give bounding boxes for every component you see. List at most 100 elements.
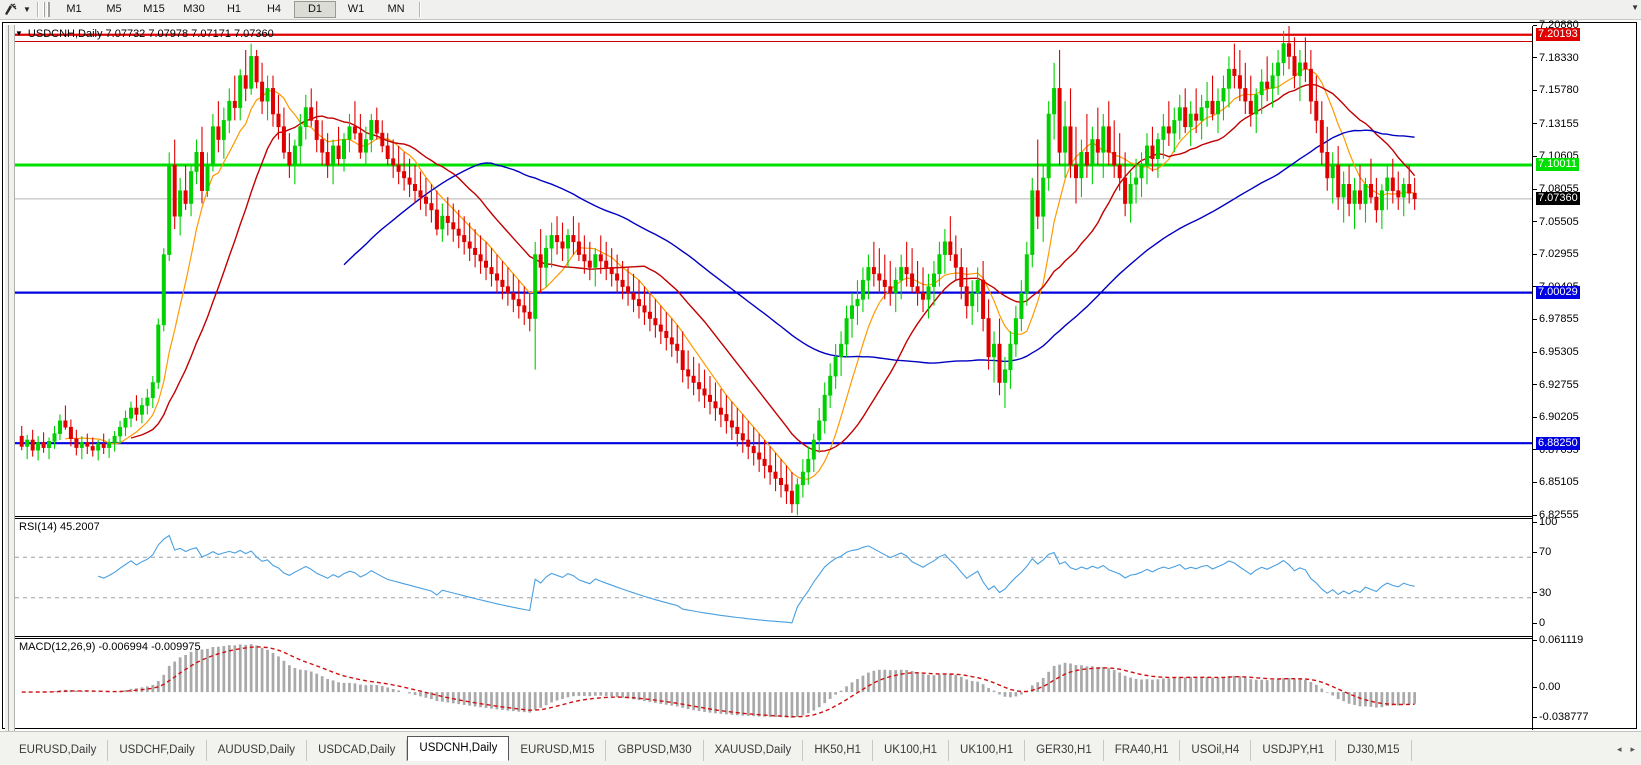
chart-vertical-scrollbar[interactable] (5, 25, 15, 732)
chart-tab-uk100-h1[interactable]: UK100,H1 (949, 740, 1026, 761)
green-level-label[interactable]: 7.10011 (1536, 158, 1579, 172)
rsi-axis-tick: 70 (1533, 546, 1551, 558)
timeframe-button-m5[interactable]: M5 (106, 3, 122, 15)
timeframe-button-h4[interactable]: H4 (266, 3, 282, 15)
current-price-label[interactable]: 7.07360 (1536, 192, 1580, 206)
chart-tab-bar[interactable]: EURUSD,Daily USDCHF,Daily AUDUSD,Daily USDC… (0, 731, 1641, 765)
rsi-tick-label: 0 (1539, 617, 1546, 629)
tab-scroll-controls[interactable]: ◂ ▸ (1617, 744, 1635, 755)
macd-pane[interactable]: MACD(12,26,9) -0.006994 -0.009975 (15, 638, 1532, 730)
rsi-tick-label: 100 (1539, 516, 1558, 528)
chart-tab-usdjpy-h1[interactable]: USDJPY,H1 (1251, 740, 1337, 761)
price-tick-label: 7.08055 (1539, 182, 1579, 195)
pane-separator-1 (15, 516, 1532, 517)
timeframe-button-w1[interactable]: W1 (347, 3, 365, 15)
timeframe-button-m30[interactable]: M30 (183, 3, 205, 15)
chart-plot-area[interactable]: RSI(14) 45.2007 MACD(12,26,9) -0.006994 … (15, 26, 1532, 730)
price-axis-tick: 6.95305 (1533, 346, 1579, 358)
price-tick-label: 6.82555 (1539, 509, 1579, 521)
timeframe-buttons[interactable]: M1 M5 M15 M30 H1 H4 D1 W1 MN (54, 1, 416, 18)
chart-border: ▼ USDCNH,Daily 7.07732 7.07978 7.07171 7… (2, 19, 1640, 748)
toolbar-overflow-caret-icon[interactable]: ▼ (1631, 3, 1639, 12)
price-tick-label: 7.15780 (1539, 84, 1579, 97)
chart-tab-eurusd-daily[interactable]: EURUSD,Daily (8, 740, 109, 761)
toolbar-divider-2 (419, 2, 420, 17)
price-axis-tick: 6.97855 (1533, 313, 1579, 325)
price-axis-tick: 7.05505 (1533, 216, 1579, 228)
price-axis-tick: 6.82555 (1533, 509, 1579, 521)
price-axis-tick: 7.02955 (1533, 248, 1579, 260)
price-tick-label: 7.13155 (1539, 117, 1579, 130)
price-axis-tick: 6.92755 (1533, 379, 1579, 391)
chart-expand-caret-icon[interactable]: ▼ (15, 29, 23, 38)
blue-level-lower-label[interactable]: 6.88250 (1536, 436, 1580, 450)
timeframe-button-mn[interactable]: MN (387, 3, 405, 15)
rsi-indicator-label: RSI(14) 45.2007 (19, 521, 100, 533)
resistance-line-label[interactable]: 7.20193 (1536, 28, 1580, 42)
rsi-tick-label: 30 (1539, 586, 1552, 599)
macd-tick-label: 0.061119 (1539, 634, 1584, 646)
price-tick-label: 7.05505 (1539, 215, 1579, 228)
chart-symbol-header: ▼ USDCNH,Daily 7.07732 7.07978 7.07171 7… (15, 27, 274, 40)
rsi-axis-tick: 30 (1533, 587, 1551, 599)
chart-tab-usdcnh-daily[interactable]: USDCNH,Daily (407, 736, 510, 761)
blue-level-upper-label[interactable]: 7.00029 (1536, 286, 1580, 300)
toolbar-divider (37, 2, 38, 17)
price-axis-tick: 7.20880 (1533, 19, 1579, 31)
rsi-axis-tick: 0 (1533, 617, 1545, 629)
chart-tab-gbpusd-m30[interactable]: GBPUSD,M30 (606, 740, 704, 761)
pane-separator-2 (15, 636, 1532, 637)
macd-chart-svg (21, 644, 1417, 718)
chart-symbol-ohlc-label: USDCNH,Daily 7.07732 7.07978 7.07171 7.0… (27, 27, 274, 40)
chart-tab-xauusd-daily[interactable]: XAUUSD,Daily (704, 740, 804, 761)
timeframe-button-h1[interactable]: H1 (226, 3, 242, 15)
macd-tick-label: 0.00 (1539, 681, 1561, 694)
macd-axis-tick: 0.061119 (1533, 634, 1583, 646)
price-tick-label: 6.92755 (1539, 378, 1579, 391)
timeframe-button-d1[interactable]: D1 (294, 1, 336, 18)
price-tick-label: 6.97855 (1539, 313, 1579, 326)
macd-indicator-label: MACD(12,26,9) -0.006994 -0.009975 (19, 641, 201, 653)
price-axis-tick: 7.15780 (1533, 84, 1579, 96)
price-tick-label: 7.20880 (1539, 19, 1579, 31)
macd-axis-tick: -0.038777 (1533, 711, 1589, 723)
rsi-chart-svg (15, 534, 1532, 624)
tab-scroll-right-icon[interactable]: ▸ (1630, 744, 1635, 754)
chart-tab-audusd-daily[interactable]: AUDUSD,Daily (207, 740, 308, 761)
price-axis[interactable]: 7.20880 7.18330 7.15780 7.13155 7.10605 7.080… (1532, 19, 1640, 730)
price-tick-label: 7.02955 (1539, 248, 1579, 261)
cursor-crosshair-icon[interactable] (0, 1, 20, 18)
rsi-pane[interactable]: RSI(14) 45.2007 (15, 518, 1532, 636)
price-axis-tick: 6.90205 (1533, 411, 1579, 423)
cursor-dropdown-caret-icon[interactable]: ▼ (23, 5, 31, 14)
macd-axis-tick: 0.00 (1533, 681, 1560, 693)
price-tick-label: 6.90205 (1539, 411, 1579, 424)
chart-tab-fra40-h1[interactable]: FRA40,H1 (1104, 740, 1181, 761)
rsi-axis-tick: 100 (1533, 516, 1557, 528)
price-axis-tick: 7.08055 (1533, 183, 1579, 195)
price-axis-tick: 7.18330 (1533, 52, 1579, 64)
rsi-tick-label: 70 (1539, 546, 1552, 559)
chart-tab-dj30-m15[interactable]: DJ30,M15 (1336, 740, 1412, 761)
price-tick-label: 6.95305 (1539, 345, 1579, 358)
chart-window: ▼ USDCNH,Daily 7.07732 7.07978 7.07171 7… (0, 19, 1641, 748)
chart-tab-ger30-h1[interactable]: GER30,H1 (1025, 740, 1104, 761)
toolbar-grip-icon[interactable] (43, 2, 50, 17)
chart-tab-usdchf-daily[interactable]: USDCHF,Daily (108, 740, 207, 761)
chart-tab-usoil-h4[interactable]: USOil,H4 (1180, 740, 1252, 761)
timeframe-toolbar[interactable]: ▼ M1 M5 M15 M30 H1 H4 D1 W1 MN ▼ (0, 0, 1641, 20)
price-chart-svg (15, 26, 1532, 516)
tab-scroll-left-icon[interactable]: ◂ (1616, 744, 1622, 754)
chart-header-underline (15, 41, 1532, 42)
price-tick-label: 6.85105 (1539, 476, 1579, 489)
chart-tab-hk50-h1[interactable]: HK50,H1 (803, 740, 873, 761)
chart-tabs[interactable]: EURUSD,Daily USDCHF,Daily AUDUSD,Daily USDC… (8, 736, 1412, 761)
timeframe-button-m15[interactable]: M15 (143, 3, 165, 15)
timeframe-button-m1[interactable]: M1 (66, 3, 82, 15)
chart-tab-usdcad-daily[interactable]: USDCAD,Daily (307, 740, 408, 761)
chart-tab-uk100-h1[interactable]: UK100,H1 (873, 740, 950, 761)
price-axis-tick: 6.85105 (1533, 476, 1579, 488)
price-pane[interactable] (15, 26, 1532, 516)
price-tick-label: 7.18330 (1539, 51, 1579, 64)
chart-tab-eurusd-m15[interactable]: EURUSD,M15 (509, 740, 607, 761)
